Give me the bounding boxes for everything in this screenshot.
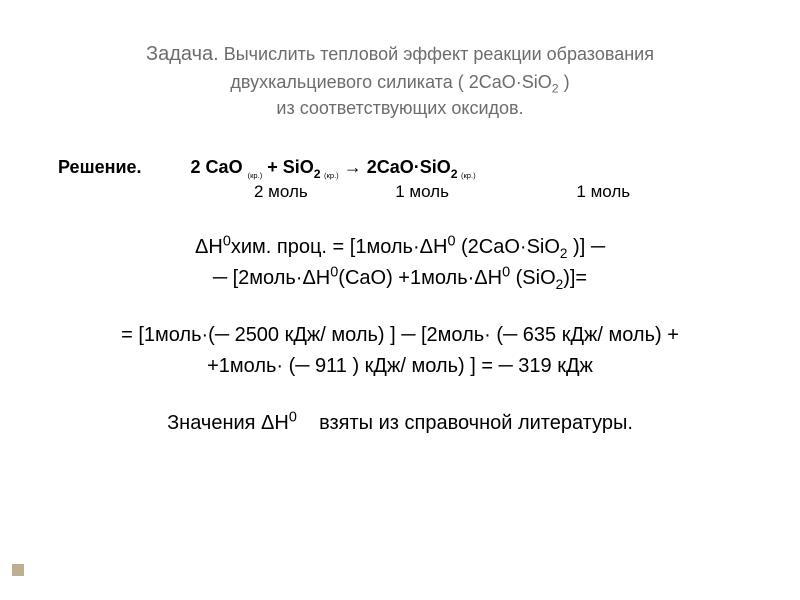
title-line-3: из соответствующих оксидов.	[36, 95, 764, 121]
calc-line-4: +1моль· (─ 911 ) кДж/ моль) ] = ─ 319 кД…	[36, 351, 764, 382]
title-word: Задача.	[146, 43, 219, 65]
mole-1: 2 моль	[254, 182, 308, 201]
solution-row: Решение. 2 CaO (кр.) + SiO2 (кр.) → 2CaO…	[36, 155, 764, 180]
calc-line-3: = [1моль·(─ 2500 кДж/ моль) ] ─ [2моль· …	[36, 320, 764, 351]
title-line-2: двухкальциевого силиката ( 2CaO·SiO2 )	[36, 69, 764, 95]
corner-square-icon	[12, 564, 24, 576]
solution-label: Решение.	[58, 157, 142, 177]
mole-2: 1 моль	[395, 182, 449, 201]
title-block: Задача. Вычислить тепловой эффект реакци…	[36, 40, 764, 121]
calc-line-1: ΔН0хим. проц. = [1моль·ΔН0 (2CaO·SiO2 )]…	[36, 232, 764, 263]
mole-3: 1 моль	[576, 182, 630, 201]
title-line-1: Задача. Вычислить тепловой эффект реакци…	[36, 40, 764, 69]
reaction-equation: 2 CaO (кр.) + SiO2 (кр.) → 2CaO·SiO2 (кр…	[191, 157, 476, 177]
title-rest-1: Вычислить тепловой эффект реакции образо…	[219, 44, 654, 64]
calc-line-2: ─ [2моль·ΔН0(CaO) +1моль·ΔН0 (SiO2)]=	[36, 263, 764, 294]
moles-row: 2 моль 1 моль 1 моль	[36, 180, 764, 204]
calc-block: ΔН0хим. проц. = [1моль·ΔН0 (2CaO·SiO2 )]…	[36, 232, 764, 439]
calc-line-5: Значения ΔН0 взяты из справочной литерат…	[36, 408, 764, 439]
